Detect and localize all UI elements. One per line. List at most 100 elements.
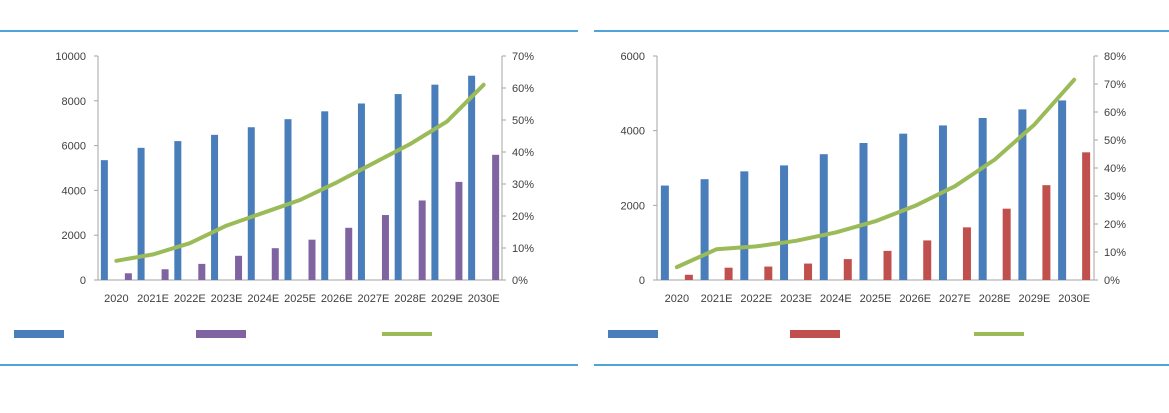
passenger-car-sales-bar xyxy=(660,185,669,280)
x-tick-label: 2025E xyxy=(860,293,892,305)
legend-swatch xyxy=(790,330,840,338)
x-tick-label: 2030E xyxy=(1058,293,1090,305)
chart-panel-global: 0 2000 4000 6000 8000 10000 0% 10% 20% 30% 40% 50% 6… xyxy=(0,0,578,413)
x-tick-label: 2027E xyxy=(939,293,971,305)
y-right-tick-label: 40% xyxy=(512,147,534,159)
legend-swatch xyxy=(14,330,64,338)
x-tick-label: 2021E xyxy=(137,293,169,305)
y-right-tick-label: 50% xyxy=(1104,135,1126,147)
ev-sales-bar xyxy=(345,227,353,280)
passenger-car-sales-bar xyxy=(740,171,749,280)
passenger-car-sales-bar xyxy=(321,111,329,280)
y-right-tick-label: 40% xyxy=(1104,163,1126,175)
x-tick-label: 2025E xyxy=(284,293,316,305)
x-tick-label: 2028E xyxy=(979,293,1011,305)
passenger-car-sales-bar xyxy=(431,84,439,280)
y-right-tick-label: 60% xyxy=(1104,107,1126,119)
passenger-car-sales-bar xyxy=(700,179,709,280)
x-tick-label: 2021E xyxy=(701,293,733,305)
passenger-car-sales-bar xyxy=(938,125,947,280)
ev-sales-bar xyxy=(235,255,243,280)
china-ev-sales-chart: 0 2000 4000 6000 0% 10% 20% 30% 40% 50% 60% 70% 80% 2… xyxy=(608,51,1126,338)
y-left-tick-label: 6000 xyxy=(62,141,86,153)
x-tick-label: 2022E xyxy=(174,293,206,305)
ev-sales-bar xyxy=(1082,152,1091,280)
ev-sales-bar xyxy=(124,273,132,280)
passenger-car-sales-bar xyxy=(211,134,219,280)
passenger-car-sales-bar xyxy=(357,103,365,280)
passenger-car-sales-bar xyxy=(284,119,292,280)
y-left-tick-label: 0 xyxy=(80,275,86,287)
ev-sales-bar xyxy=(161,269,169,280)
x-tick-label: 2026E xyxy=(899,293,931,305)
ev-sales-bar xyxy=(1042,185,1051,280)
y-right-tick-label: 30% xyxy=(1104,191,1126,203)
passenger-car-sales-bar xyxy=(137,147,145,280)
y-right-tick-label: 60% xyxy=(512,83,534,95)
passenger-car-sales-bar xyxy=(468,75,476,280)
passenger-car-sales-bar xyxy=(819,154,828,280)
passenger-car-sales-bar xyxy=(859,142,868,280)
ev-sales-bar xyxy=(271,248,279,280)
ev-sales-bar xyxy=(804,263,813,280)
chart-panel-china: 0 2000 4000 6000 0% 10% 20% 30% 40% 50% 60% 70% 80% 2… xyxy=(594,0,1169,413)
y-right-tick-label: 70% xyxy=(1104,79,1126,91)
x-tick-label: 2020 xyxy=(665,293,689,305)
x-tick-label: 2023E xyxy=(211,293,243,305)
ev-sales-bar xyxy=(724,267,733,280)
global-ev-sales-chart: 0 2000 4000 6000 8000 10000 0% 10% 20% 30% 40% 50% 6… xyxy=(14,51,534,338)
passenger-car-sales-bar xyxy=(780,165,789,280)
ev-sales-bar xyxy=(883,250,892,280)
passenger-car-sales-bar xyxy=(174,141,182,280)
ev-sales-bar xyxy=(198,263,206,280)
ev-sales-bar xyxy=(455,181,463,280)
ev-sales-bar xyxy=(684,274,693,280)
ev-sales-bar xyxy=(843,259,852,280)
ev-penetration-line xyxy=(114,82,486,263)
title-rule xyxy=(0,30,578,32)
x-tick-label: 2024E xyxy=(820,293,852,305)
passenger-car-sales-bar xyxy=(1018,109,1027,281)
ev-sales-bar xyxy=(381,215,389,280)
ev-sales-bar xyxy=(418,200,426,280)
ev-sales-bar xyxy=(764,266,773,280)
y-left-tick-label: 2000 xyxy=(621,200,645,212)
passenger-car-sales-bar xyxy=(978,117,987,281)
ev-sales-bar xyxy=(308,239,316,280)
y-left-tick-label: 8000 xyxy=(62,96,86,108)
y-right-tick-label: 30% xyxy=(512,179,534,191)
legend-swatch xyxy=(196,330,246,338)
y-right-tick-label: 10% xyxy=(512,243,534,255)
x-tick-label: 2028E xyxy=(394,293,426,305)
legend-swatch xyxy=(608,330,658,338)
source-rule xyxy=(0,364,578,366)
y-left-tick-label: 10000 xyxy=(55,51,86,63)
x-tick-label: 2024E xyxy=(247,293,279,305)
x-tick-label: 2029E xyxy=(431,293,463,305)
ev-sales-bar xyxy=(492,154,500,280)
passenger-car-sales-bar xyxy=(899,133,908,280)
x-tick-label: 2029E xyxy=(1019,293,1051,305)
passenger-car-sales-bar xyxy=(247,127,255,281)
y-left-tick-label: 2000 xyxy=(62,230,86,242)
source-rule xyxy=(594,364,1169,366)
x-tick-label: 2030E xyxy=(468,293,500,305)
title-rule xyxy=(594,30,1169,32)
y-right-tick-label: 80% xyxy=(1104,51,1126,63)
passenger-car-sales-bar xyxy=(100,160,108,280)
passenger-car-sales-bar xyxy=(1058,100,1067,280)
y-left-tick-label: 4000 xyxy=(62,185,86,197)
y-right-tick-label: 0% xyxy=(1104,275,1120,287)
ev-penetration-line xyxy=(674,77,1077,270)
y-right-tick-label: 20% xyxy=(1104,219,1126,231)
y-right-tick-label: 10% xyxy=(1104,247,1126,259)
y-left-tick-label: 6000 xyxy=(621,51,645,63)
ev-sales-bar xyxy=(962,227,971,280)
ev-sales-bar xyxy=(923,240,932,280)
y-right-tick-label: 20% xyxy=(512,211,534,223)
x-tick-label: 2020 xyxy=(104,293,128,305)
ev-sales-bar xyxy=(1002,208,1011,280)
x-tick-label: 2022E xyxy=(740,293,772,305)
y-left-tick-label: 4000 xyxy=(621,126,645,138)
y-right-tick-label: 0% xyxy=(512,275,528,287)
